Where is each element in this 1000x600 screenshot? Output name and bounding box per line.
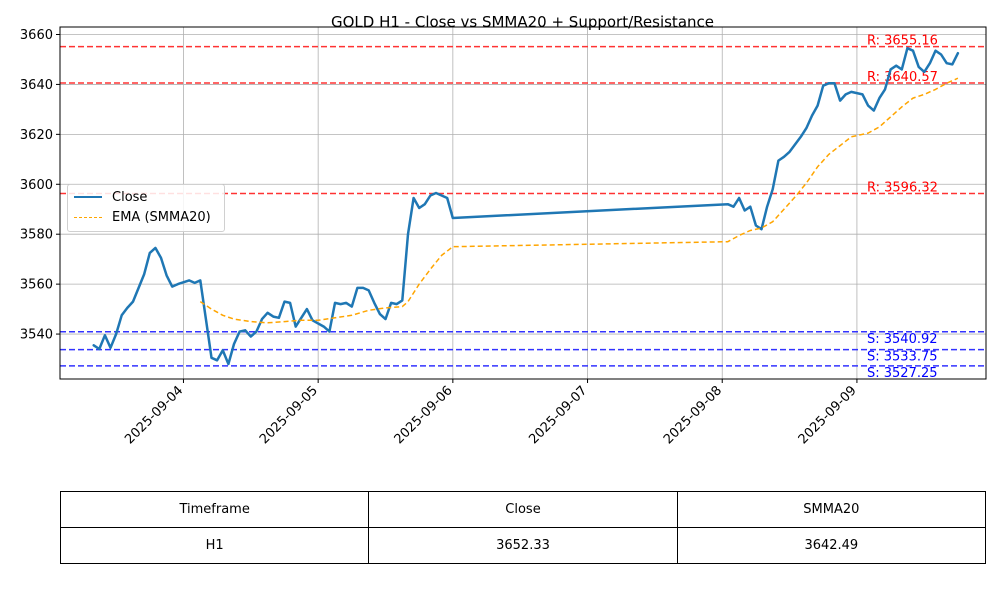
plot-area-frame: [59, 26, 987, 380]
table-row: H1 3652.33 3642.49: [59, 527, 987, 564]
legend-label-close: Close: [112, 189, 148, 205]
chart: GOLD H1 - Close vs SMMA20 + Support/Resi…: [20, 13, 987, 447]
table-cell-timeframe: H1: [59, 527, 370, 564]
smma20-line: [199, 77, 959, 324]
y-tick-label: 3620: [20, 128, 53, 143]
y-tick-label: 3600: [20, 178, 53, 193]
x-tick-label: 2025-09-08: [661, 383, 725, 447]
legend-label-smma: EMA (SMMA20): [112, 209, 211, 225]
x-tick-label: 2025-09-07: [526, 383, 590, 447]
series-lines: [92, 46, 960, 366]
y-tick-label: 3560: [20, 278, 53, 293]
x-tick-label: 2025-09-09: [796, 383, 860, 447]
summary-table: Timeframe Close SMMA20 H1 3652.33 3642.4…: [59, 491, 987, 564]
table-cell-smma20: 3642.49: [676, 527, 987, 564]
y-tick-label: 3660: [20, 28, 53, 43]
legend-swatch-close: [74, 196, 102, 198]
y-tick-label: 3540: [20, 328, 53, 343]
table-cell-close: 3652.33: [368, 527, 678, 564]
close-price-line: [92, 46, 960, 366]
x-tick-label: 2025-09-05: [257, 383, 321, 447]
legend-swatch-smma: [74, 216, 102, 218]
table-header-row: Timeframe Close SMMA20: [59, 491, 987, 528]
legend: Close EMA (SMMA20): [67, 184, 225, 232]
table-header-cell: Close: [368, 491, 678, 528]
support-label: S: 3527.25: [867, 366, 938, 381]
x-tick-label: 2025-09-06: [392, 383, 456, 447]
legend-item-smma: EMA (SMMA20): [74, 208, 211, 226]
support-label: S: 3540.92: [867, 332, 938, 347]
grid: [60, 27, 986, 379]
resistance-label: R: 3640.57: [867, 70, 938, 85]
table-header-cell: Timeframe: [59, 491, 370, 528]
resistance-label: R: 3596.32: [867, 180, 938, 195]
support-label: S: 3533.75: [867, 350, 938, 365]
legend-item-close: Close: [74, 188, 147, 206]
table-header-cell: SMMA20: [676, 491, 987, 528]
x-tick-label: 2025-09-04: [122, 383, 186, 447]
support-resistance-lines: R: 3655.16 R: 3640.57 R: 3596.32 S: 3540.92…: [60, 34, 986, 381]
resistance-label: R: 3655.16: [867, 34, 938, 49]
chart-title: GOLD H1 - Close vs SMMA20 + Support/Resi…: [331, 13, 714, 31]
y-tick-label: 3640: [20, 78, 53, 93]
y-tick-label: 3580: [20, 228, 53, 243]
